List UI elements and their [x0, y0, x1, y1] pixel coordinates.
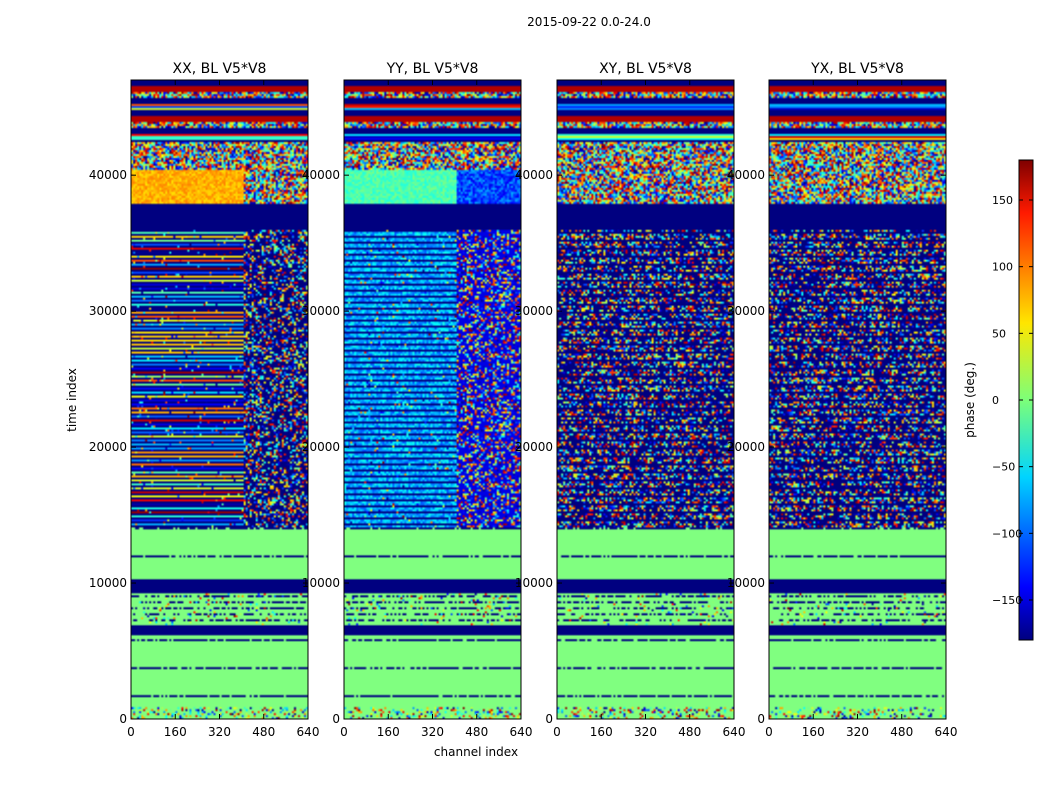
x-tick-label: 160 [590, 725, 613, 739]
y-tick-label: 10000 [89, 576, 127, 590]
y-tick-label: 30000 [302, 304, 340, 318]
colorbar-tick-label: 50 [992, 327, 1006, 340]
x-tick-label: 320 [634, 725, 657, 739]
panel-yy: YY, BL V5*V8 0 160 320 480 640 0 10000 20000 3000… [302, 61, 533, 739]
x-axis-label: channel index [434, 745, 518, 759]
x-tick-label: 640 [935, 725, 958, 739]
y-axis-label: time index [65, 368, 79, 432]
y-tick-label: 40000 [302, 168, 340, 182]
y-tick-label: 40000 [515, 168, 553, 182]
x-tick-label: 640 [297, 725, 320, 739]
x-tick-label: 0 [765, 725, 773, 739]
x-tick-label: 320 [208, 725, 231, 739]
y-tick-label: 20000 [515, 440, 553, 454]
colorbar-tick-label: 0 [992, 394, 999, 407]
x-tick-label: 480 [678, 725, 701, 739]
y-tick-label: 20000 [89, 440, 127, 454]
x-tick-label: 480 [252, 725, 275, 739]
x-tick-label: 0 [340, 725, 348, 739]
x-tick-label: 320 [846, 725, 869, 739]
colorbar-fill [1019, 160, 1033, 640]
y-tick-label: 10000 [302, 576, 340, 590]
panel-title: YX, BL V5*V8 [810, 61, 904, 77]
heatmap-image-yx [769, 80, 946, 719]
y-tick-label: 10000 [515, 576, 553, 590]
panel-title: YY, BL V5*V8 [386, 61, 479, 77]
y-tick-label: 10000 [727, 576, 765, 590]
x-tick-label: 640 [510, 725, 533, 739]
panel-yx: YX, BL V5*V8 0 160 320 480 640 0 10000 20000 3000… [727, 61, 958, 739]
x-tick-label: 0 [553, 725, 561, 739]
x-tick-label: 160 [164, 725, 187, 739]
x-tick-label: 160 [377, 725, 400, 739]
colorbar-tick-label: 100 [992, 261, 1013, 274]
colorbar-label: phase (deg.) [963, 362, 977, 438]
y-tick-label: 20000 [302, 440, 340, 454]
y-tick-label: 40000 [727, 168, 765, 182]
colorbar-tick-label: −150 [992, 594, 1022, 607]
heatmap-image-xy [557, 80, 734, 719]
y-tick-label: 0 [757, 712, 765, 726]
colorbar: −150 −100 −50 0 50 100 150 phase (deg.) [963, 159, 1034, 641]
colorbar-ticks: −150 −100 −50 0 50 100 150 [992, 194, 1033, 607]
x-tick-label: 480 [465, 725, 488, 739]
y-tick-label: 30000 [727, 304, 765, 318]
y-tick-label: 0 [545, 712, 553, 726]
colorbar-tick-label: −100 [992, 527, 1022, 540]
x-tick-label: 480 [890, 725, 913, 739]
heatmap-image-yy [344, 80, 521, 719]
y-tick-label: 0 [332, 712, 340, 726]
x-tick-label: 640 [723, 725, 746, 739]
panel-title: XX, BL V5*V8 [173, 61, 267, 77]
x-tick-label: 160 [802, 725, 825, 739]
colorbar-tick-label: −50 [992, 461, 1015, 474]
y-tick-label: 20000 [727, 440, 765, 454]
x-tick-label: 320 [421, 725, 444, 739]
panel-xy: XY, BL V5*V8 0 160 320 480 640 0 10000 20000 3000… [515, 61, 746, 739]
colorbar-tick-label: 150 [992, 194, 1013, 207]
panel-xx: XX, BL V5*V8 0 160 320 480 640 0 10000 20000 3000… [89, 61, 320, 739]
y-tick-label: 30000 [89, 304, 127, 318]
panels-group: XX, BL V5*V8 0 160 320 480 640 0 10000 20000 3000… [89, 61, 958, 739]
y-tick-label: 0 [119, 712, 127, 726]
y-tick-label: 30000 [515, 304, 553, 318]
y-tick-label: 40000 [89, 168, 127, 182]
heatmap-image-xx [131, 80, 308, 719]
panel-title: XY, BL V5*V8 [599, 61, 692, 77]
x-tick-label: 0 [127, 725, 135, 739]
figure-title: 2015-09-22 0.0-24.0 [527, 15, 651, 29]
